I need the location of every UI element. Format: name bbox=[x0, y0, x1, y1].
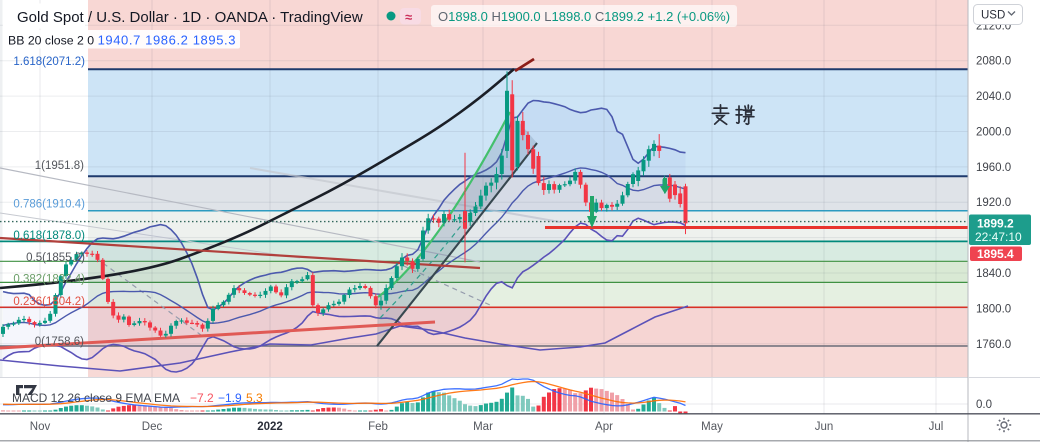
svg-text:0.236(1804.2): 0.236(1804.2) bbox=[13, 296, 85, 308]
svg-text:BB 20 close 2 0 1940.7 1986.2: BB 20 close 2 0 1940.7 1986.2 1895.3 bbox=[8, 33, 236, 48]
svg-text:0.618(1878.0): 0.618(1878.0) bbox=[13, 230, 85, 242]
svg-text:Apr: Apr bbox=[595, 421, 613, 433]
svg-text:1920.0: 1920.0 bbox=[976, 197, 1011, 209]
svg-text:Feb: Feb bbox=[368, 421, 388, 433]
svg-text:−7.2: −7.2 bbox=[190, 391, 214, 405]
svg-text:5.3: 5.3 bbox=[246, 391, 263, 405]
svg-text:May: May bbox=[701, 421, 723, 433]
svg-text:Jun: Jun bbox=[815, 421, 834, 433]
svg-text:0(1758.6): 0(1758.6) bbox=[35, 336, 84, 348]
svg-text:1(1951.8): 1(1951.8) bbox=[35, 160, 84, 172]
svg-text:1895.4: 1895.4 bbox=[977, 247, 1014, 261]
svg-text:0.0: 0.0 bbox=[976, 399, 992, 411]
svg-text:1760.0: 1760.0 bbox=[976, 339, 1011, 351]
svg-text:Mar: Mar bbox=[473, 421, 493, 433]
svg-text:−1.9: −1.9 bbox=[218, 391, 242, 405]
svg-text:0.5(1855.2): 0.5(1855.2) bbox=[26, 252, 85, 264]
svg-text:22:47:10: 22:47:10 bbox=[975, 230, 1022, 244]
svg-text:MACD 12 26 close 9 EMA EMA: MACD 12 26 close 9 EMA EMA bbox=[12, 391, 180, 405]
svg-text:2040.0: 2040.0 bbox=[976, 91, 1011, 103]
svg-text:USD: USD bbox=[981, 10, 1005, 22]
svg-text:Dec: Dec bbox=[142, 421, 163, 433]
svg-text:1960.0: 1960.0 bbox=[976, 162, 1011, 174]
svg-text:Nov: Nov bbox=[30, 421, 51, 433]
svg-text:2022: 2022 bbox=[257, 421, 283, 433]
svg-text:O1898.0 H1900.0 L1898.0 C1899.: O1898.0 H1900.0 L1898.0 C1899.2 +1.2 (+0… bbox=[438, 9, 730, 24]
svg-text:1.618(2071.2): 1.618(2071.2) bbox=[13, 56, 85, 68]
svg-text:≈: ≈ bbox=[405, 10, 412, 25]
svg-text:Jul: Jul bbox=[929, 421, 944, 433]
svg-text:1840.0: 1840.0 bbox=[976, 268, 1011, 280]
svg-text:0.786(1910.4): 0.786(1910.4) bbox=[13, 199, 85, 211]
svg-text:2080.0: 2080.0 bbox=[976, 56, 1011, 68]
svg-text:2000.0: 2000.0 bbox=[976, 127, 1011, 139]
svg-text:1800.0: 1800.0 bbox=[976, 303, 1011, 315]
svg-text:Gold Spot / U.S. Dollar · 1D ·: Gold Spot / U.S. Dollar · 1D · OANDA · T… bbox=[17, 9, 363, 26]
svg-text:0.382(1832.4): 0.382(1832.4) bbox=[13, 274, 85, 286]
svg-text:1899.2: 1899.2 bbox=[977, 217, 1014, 231]
